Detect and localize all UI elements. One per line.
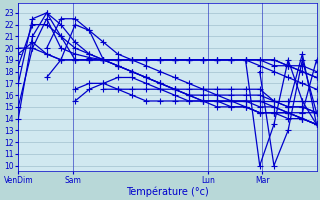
X-axis label: Température (°c): Température (°c) — [126, 186, 209, 197]
